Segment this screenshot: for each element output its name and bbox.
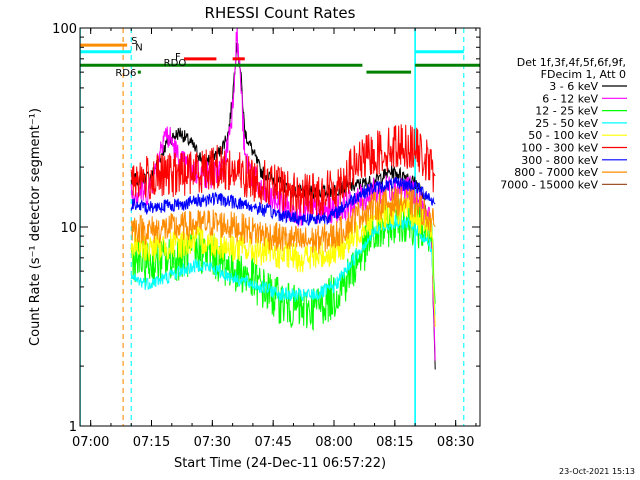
annotation-label-5: RDO	[164, 58, 187, 69]
y-axis: 1 10 100	[52, 22, 480, 435]
legend-label-8: 7000 - 15000 keV	[500, 178, 598, 191]
x-tick-label-3: 07:45	[254, 435, 291, 450]
legend-label-6: 300 - 800 keV	[521, 154, 598, 167]
series-line-7	[130, 186, 436, 255]
legend-label-1: 6 - 12 keV	[542, 92, 598, 105]
x-axis: 07:00 07:15 07:30 07:45 08:00 08:15 08:30	[72, 28, 477, 450]
legend-header-line-1: Det 1f,3f,4f,5f,6f,9f,	[517, 56, 626, 69]
legend-label-2: 12 - 25 keV	[535, 105, 598, 118]
annotation-label-8: RD6	[115, 68, 136, 79]
legend-label-4: 50 - 100 keV	[528, 129, 598, 142]
legend-header-line-2: FDecim 1, Att 0	[541, 68, 626, 81]
footer-date: 23-Oct-2021 15:13	[559, 467, 635, 476]
legend-label-7: 800 - 7000 keV	[514, 166, 598, 179]
legend-label-3: 25 - 50 keV	[535, 117, 598, 130]
annotation-label-1: N	[135, 43, 142, 54]
y-tick-label-2: 100	[52, 22, 77, 37]
series-line-6	[130, 177, 436, 226]
x-tick-label-6: 08:30	[437, 435, 474, 450]
annotation-label-3: F	[175, 52, 181, 63]
x-tick-label-0: 07:00	[72, 435, 109, 450]
legend-label-0: 3 - 6 keV	[549, 80, 598, 93]
x-tick-label-5: 08:15	[376, 435, 413, 450]
x-tick-label-2: 07:30	[194, 435, 231, 450]
chart-title: RHESSI Count Rates	[205, 4, 356, 22]
x-axis-label: Start Time (24-Dec-11 06:57:22)	[174, 456, 386, 471]
legend-label-5: 100 - 300 keV	[521, 142, 598, 155]
plot-content	[80, 28, 465, 426]
annotation-point-8	[137, 70, 141, 74]
y-tick-label-0: 1	[69, 420, 77, 435]
annotation-label-0: S	[131, 36, 137, 47]
y-axis-label: Count Rate (s⁻¹ detector segment⁻¹)	[28, 108, 43, 346]
x-tick-label-4: 08:00	[315, 435, 352, 450]
x-tick-label-1: 07:15	[133, 435, 170, 450]
y-tick-label-1: 10	[60, 221, 77, 236]
